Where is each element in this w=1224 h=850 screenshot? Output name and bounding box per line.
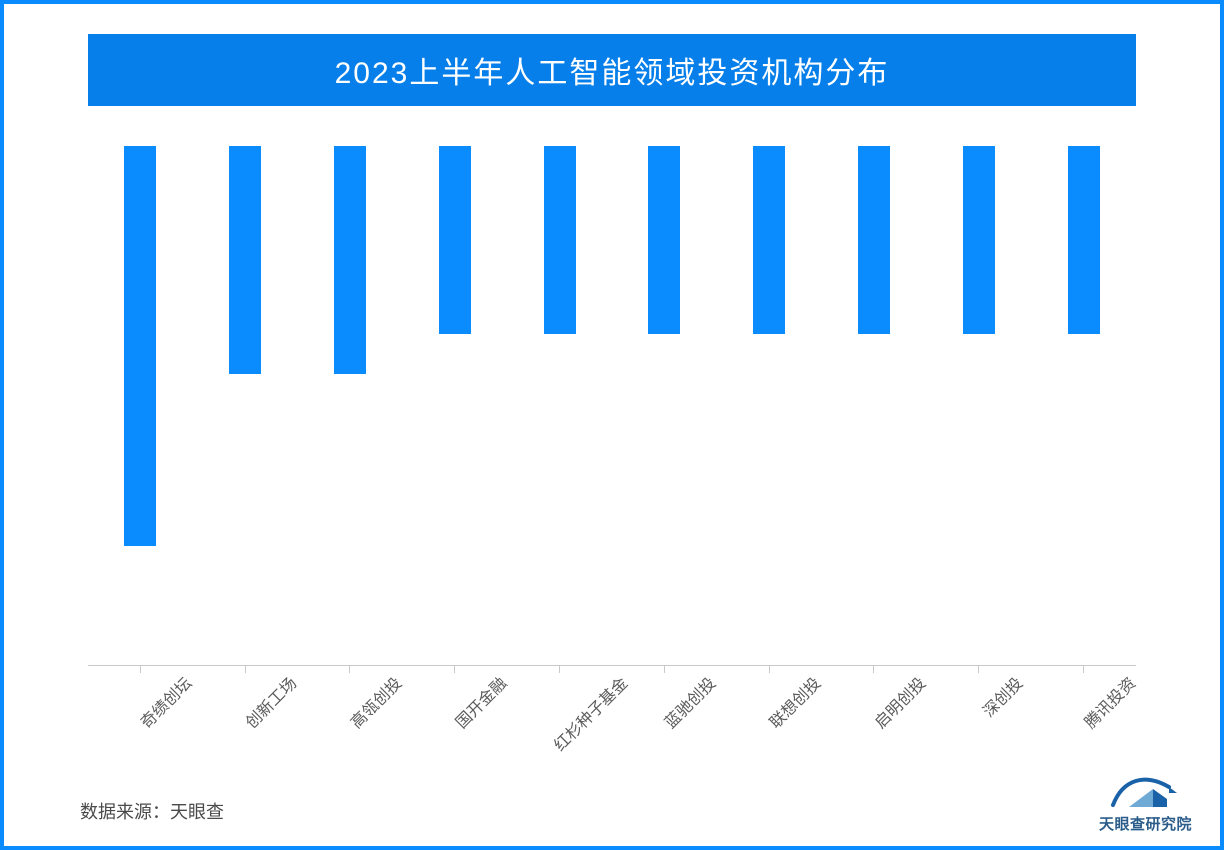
bar — [648, 146, 680, 334]
brand-logo-icon — [1109, 769, 1181, 811]
x-label: 联想创投 — [717, 672, 822, 696]
brand-logo: 天眼查研究院 — [1099, 769, 1192, 834]
x-label: 红杉种子基金 — [507, 672, 612, 696]
x-label: 国开金融 — [402, 672, 507, 696]
source-value: 天眼查 — [170, 802, 224, 822]
bar-slot — [926, 146, 1031, 666]
x-tick — [349, 666, 350, 673]
x-label-text: 蓝驰创投 — [658, 671, 720, 733]
bar-slot — [193, 146, 298, 666]
x-axis-labels: 奇绩创坛创新工场高瓴创投国开金融红杉种子基金蓝驰创投联想创投启明创投深创投腾讯投… — [88, 672, 1136, 696]
bar — [753, 146, 785, 334]
x-tick — [769, 666, 770, 673]
x-label-text: 高瓴创投 — [344, 671, 406, 733]
x-tick — [245, 666, 246, 673]
bar — [1068, 146, 1100, 334]
bar — [124, 146, 156, 546]
x-label-text: 腾讯投资 — [1077, 671, 1139, 733]
bar — [963, 146, 995, 334]
bar-slot — [822, 146, 927, 666]
x-tick — [873, 666, 874, 673]
x-label-text: 联想创投 — [763, 671, 825, 733]
x-label: 创新工场 — [193, 672, 298, 696]
chart-title: 2023上半年人工智能领域投资机构分布 — [88, 34, 1136, 106]
x-tick — [978, 666, 979, 673]
bar-series — [88, 146, 1136, 666]
x-label: 腾讯投资 — [1031, 672, 1136, 696]
x-tick — [664, 666, 665, 673]
x-label-text: 创新工场 — [239, 671, 301, 733]
bar-slot — [298, 146, 403, 666]
x-label: 高瓴创投 — [298, 672, 403, 696]
x-label-text: 深创投 — [976, 671, 1027, 722]
x-label: 启明创投 — [822, 672, 927, 696]
bar-slot — [507, 146, 612, 666]
brand-name: 天眼查研究院 — [1099, 813, 1192, 834]
x-tick — [1083, 666, 1084, 673]
chart-frame: 2023上半年人工智能领域投资机构分布 奇绩创坛创新工场高瓴创投国开金融红杉种子… — [0, 0, 1224, 850]
bar — [229, 146, 261, 374]
bar — [858, 146, 890, 334]
x-axis-line — [88, 665, 1136, 666]
x-label-text: 红杉种子基金 — [547, 671, 632, 756]
x-tick — [559, 666, 560, 673]
plot-area — [88, 146, 1136, 666]
x-label: 深创投 — [926, 672, 1031, 696]
bar-slot — [717, 146, 822, 666]
x-label-text: 国开金融 — [449, 671, 511, 733]
data-source: 数据来源：天眼查 — [80, 798, 224, 824]
x-label-text: 奇绩创坛 — [134, 671, 196, 733]
chart-title-text: 2023上半年人工智能领域投资机构分布 — [335, 57, 890, 90]
bar-slot — [402, 146, 507, 666]
x-tick — [454, 666, 455, 673]
bar — [334, 146, 366, 374]
x-label-text: 启明创投 — [868, 671, 930, 733]
bar-slot — [88, 146, 193, 666]
source-label: 数据来源： — [80, 802, 170, 822]
bar — [439, 146, 471, 334]
bar — [544, 146, 576, 334]
x-label: 奇绩创坛 — [88, 672, 193, 696]
bar-slot — [1031, 146, 1136, 666]
x-tick — [140, 666, 141, 673]
bar-slot — [612, 146, 717, 666]
